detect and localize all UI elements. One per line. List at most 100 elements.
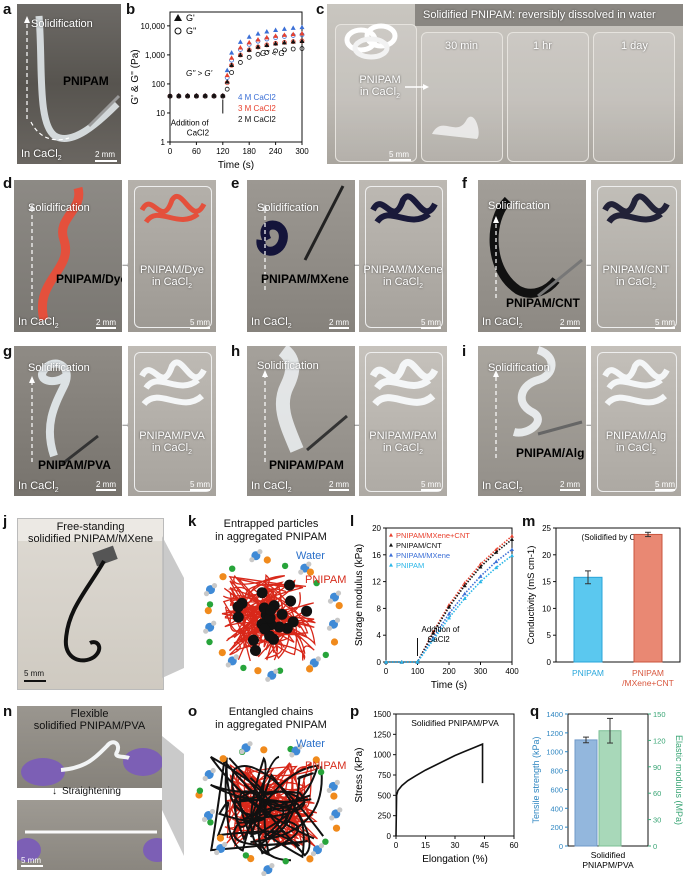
point-l-3 xyxy=(447,615,451,620)
k-water-h xyxy=(233,654,239,660)
o-anion xyxy=(312,756,320,764)
jar-c-3 xyxy=(507,32,589,162)
scale-bar-label-c: 5 mm xyxy=(389,150,409,159)
legend-gprime-marker xyxy=(174,14,182,21)
photo-f-strand: Solidification PNIPAM/CNT In CaCl2 2 mm xyxy=(478,180,586,332)
water-label-o: Water xyxy=(296,738,325,750)
k-particle xyxy=(264,612,276,624)
k-water-h xyxy=(225,662,231,668)
ytick-label-right-q: 90 xyxy=(653,763,661,772)
strand-e xyxy=(256,185,345,290)
ytick-label-p: 0 xyxy=(387,832,392,841)
xtick-label-b: 120 xyxy=(216,147,230,156)
k-anion xyxy=(330,638,339,646)
ytick-label-l: 8 xyxy=(377,604,382,613)
ylabel-p: Stress (kPa) xyxy=(354,747,365,802)
k-particle xyxy=(301,605,313,617)
ytick-label-left-q: 200 xyxy=(550,823,563,832)
k-water-h xyxy=(249,557,255,563)
point-gprime-2 xyxy=(167,92,173,98)
pnipam-label-o: PNIPAM xyxy=(305,760,347,772)
panel-label-b: b xyxy=(126,1,136,18)
tangle-f xyxy=(602,193,670,225)
solidification-label-d: Solidification xyxy=(28,202,90,214)
point-gdprime-2 xyxy=(299,46,305,51)
jar-label-i: PNIPAM/Alg in CaCl2 xyxy=(605,430,667,457)
xtick-label-b: 240 xyxy=(269,147,283,156)
annot-gpp-lt-gp: G'' < G' xyxy=(260,49,287,58)
ytick-label-left-q: 800 xyxy=(550,767,563,776)
point-gprime-0 xyxy=(229,50,235,55)
pnipam-coil-c xyxy=(344,23,398,60)
k-water-h xyxy=(334,617,341,623)
panel-label-d: d xyxy=(3,175,13,192)
scale-bar-label-i2: 5 mm xyxy=(655,480,675,489)
point-gdprime-2 xyxy=(246,54,252,60)
k-pnipam-chain xyxy=(224,574,315,661)
strand-d xyxy=(29,186,84,322)
scale-bar-label-g1: 2 mm xyxy=(96,480,116,489)
k-particle xyxy=(285,595,297,607)
point-gprime-2 xyxy=(185,92,191,98)
solidification-label-g: Solidification xyxy=(28,362,90,374)
point-l-3 xyxy=(384,660,388,664)
point-gprime-0 xyxy=(246,34,252,39)
xtick-label-b: 180 xyxy=(243,147,257,156)
title-o: Entangled chains in aggregated PNIPAM xyxy=(215,706,327,731)
point-l-0 xyxy=(494,547,499,552)
point-gprime-2 xyxy=(176,92,182,98)
point-gprime-2 xyxy=(193,92,199,98)
scale-bar-f1 xyxy=(560,327,580,329)
legend-gprime-label: G' xyxy=(186,13,195,23)
jar-g xyxy=(134,352,212,492)
jar-h xyxy=(365,352,443,492)
series-line-l-3 xyxy=(386,554,513,663)
point-l-3 xyxy=(431,637,436,642)
xtick-label-l: 100 xyxy=(411,667,425,676)
xlabel-l: Time (s) xyxy=(431,680,467,691)
point-gdprime-2 xyxy=(220,93,226,99)
point-gdprime-2 xyxy=(273,48,279,54)
banner-bg-c xyxy=(415,4,683,26)
point-gprime-1 xyxy=(246,39,252,45)
jar-c-2 xyxy=(421,32,503,162)
point-gdprime-2 xyxy=(229,70,234,75)
k-cation xyxy=(240,664,247,672)
chart-m: 0 5 10 15 20 25 Conductivity (mS cm-1) (Solidif… xyxy=(526,524,681,688)
o-water-h xyxy=(289,752,295,758)
medium-label-g: In CaCl2 xyxy=(18,480,59,495)
point-gprime-1 xyxy=(237,44,243,50)
time-1hr-c: 1 hr xyxy=(533,40,552,52)
xtick-label-b: 60 xyxy=(192,147,201,156)
bar-m-1 xyxy=(633,533,663,663)
photo-g-strand: Solidification PNIPAM/PVA In CaCl2 2 mm xyxy=(14,346,122,496)
k-water-h xyxy=(211,583,218,589)
scale-bar-g1 xyxy=(96,489,116,491)
ylabel-left-q: Tensile strength (kPa) xyxy=(531,736,541,823)
k-cation xyxy=(229,565,236,572)
o-pva-chain xyxy=(224,755,280,852)
scale-bar-label-h1: 2 mm xyxy=(329,480,349,489)
k-water-h xyxy=(335,590,342,596)
k-pnipam-chain xyxy=(229,588,306,660)
ytick-label-left-q: 1000 xyxy=(546,748,563,757)
ytick-label-p: 750 xyxy=(378,771,392,780)
scale-bar-a xyxy=(95,160,117,162)
point-gprime-0 xyxy=(224,67,230,73)
ytick-label-l: 4 xyxy=(377,631,382,640)
o-anion xyxy=(219,755,227,763)
point-gprime-0 xyxy=(273,27,279,32)
xtick-label-p: 60 xyxy=(510,841,519,850)
ytick-label-left-q: 1200 xyxy=(546,729,563,738)
point-gdprime-2 xyxy=(211,93,217,99)
dissolving-clump-c xyxy=(432,116,479,139)
o-cation xyxy=(242,852,250,859)
k-particle xyxy=(287,616,299,628)
annot-gpp-gt-gp: G'' > G' xyxy=(186,69,213,78)
strand-f xyxy=(489,196,583,298)
title-j: Free-standing solidified PNIPAM/MXene xyxy=(27,521,154,545)
zoom-wedge-j xyxy=(162,536,184,678)
scale-bar-label-g2: 5 mm xyxy=(190,480,210,489)
photo-e-strand: Solidification PNIPAM/MXene In CaCl2 2 m… xyxy=(247,180,355,332)
ytick-label-p: 500 xyxy=(378,791,392,800)
